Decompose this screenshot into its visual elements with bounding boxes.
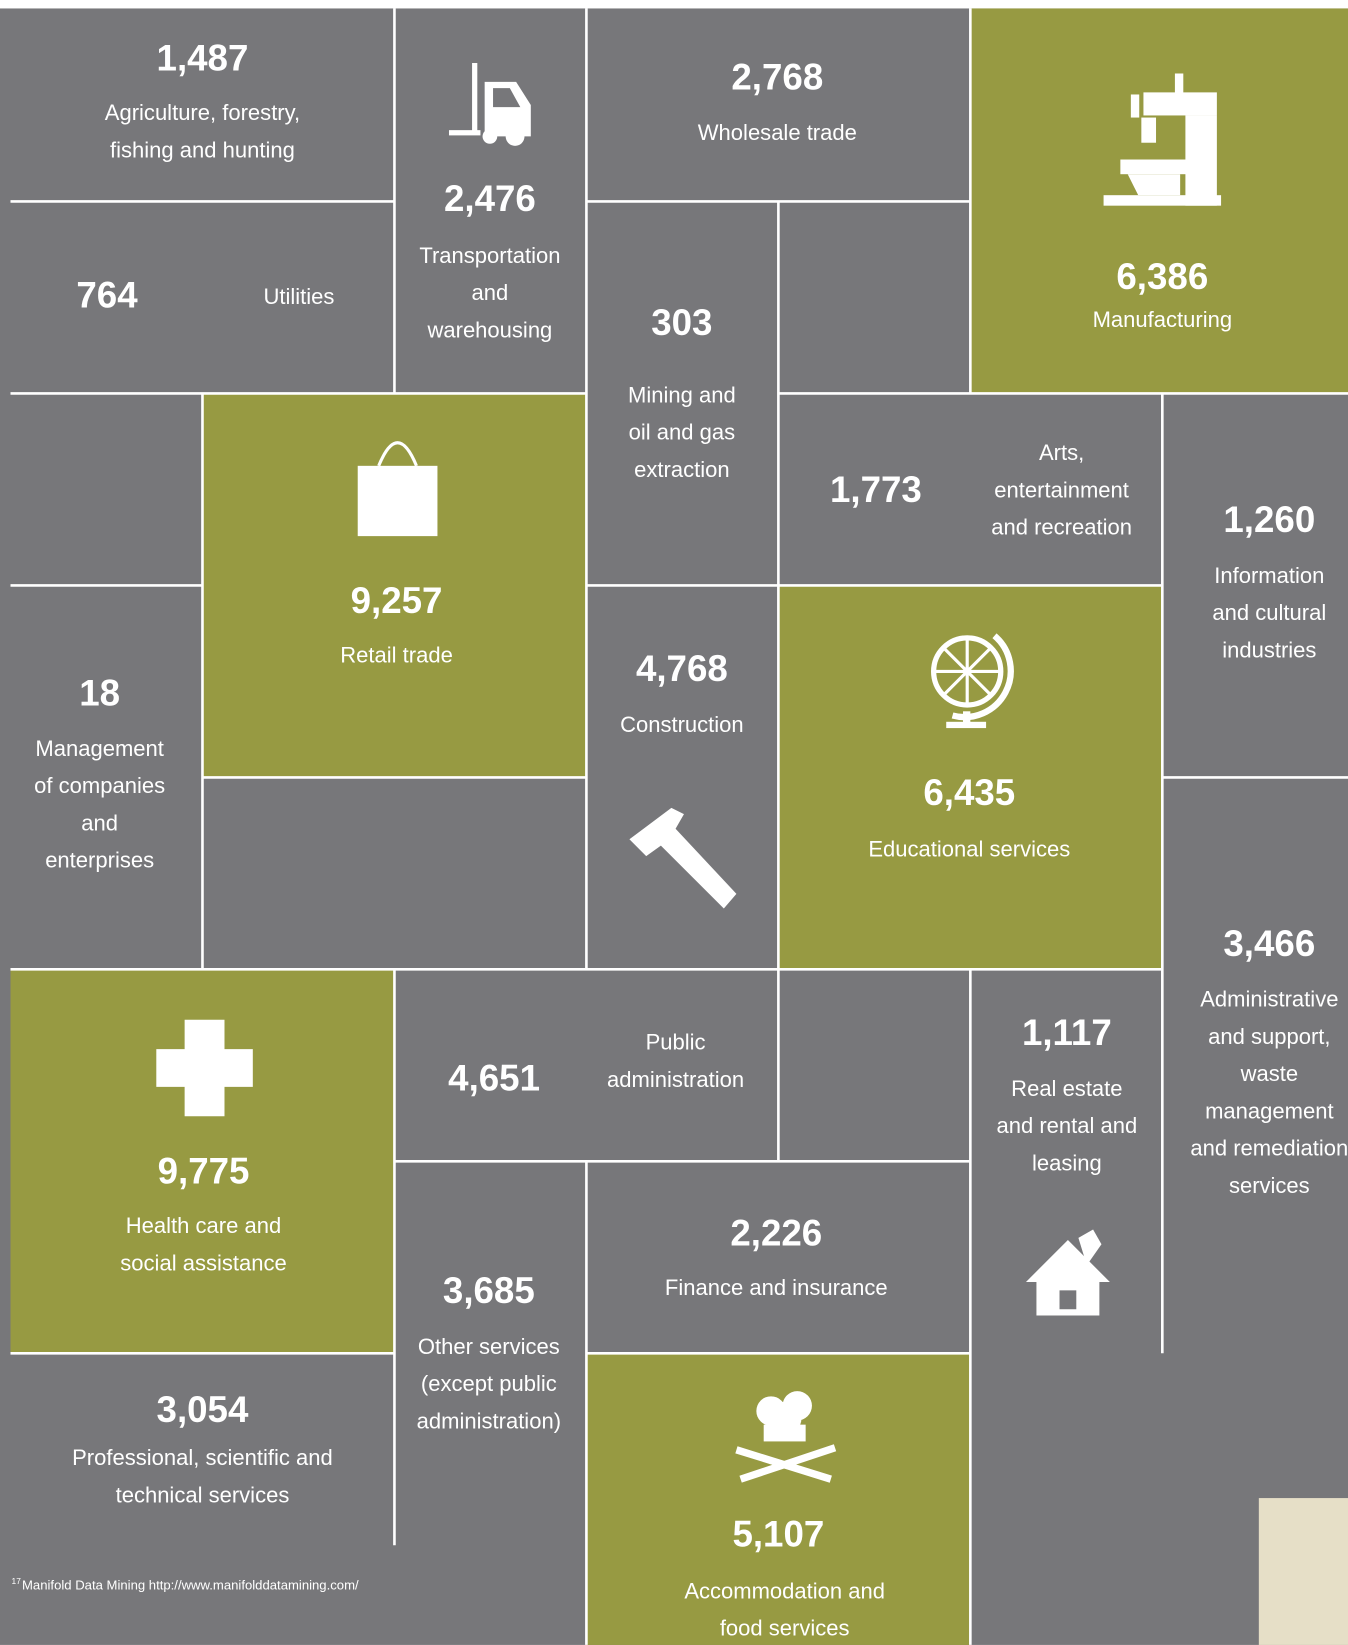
- tile-value: 2,226: [730, 1213, 822, 1254]
- tile-label: and rental and: [996, 1113, 1137, 1138]
- tile-label: Arts,: [1039, 440, 1084, 465]
- tile-label: services: [1229, 1173, 1310, 1198]
- tile-label: (except public: [421, 1371, 557, 1396]
- tile-value: 5,107: [732, 1514, 824, 1555]
- tile-value: 9,257: [351, 580, 443, 621]
- tile-label: Accommodation and: [684, 1578, 885, 1603]
- tile-value: 764: [76, 275, 138, 316]
- tile-label: warehousing: [426, 317, 552, 342]
- tile-value: 303: [651, 302, 712, 343]
- tile-label: Manufacturing: [1093, 307, 1233, 332]
- tile-value: 6,386: [1116, 256, 1208, 297]
- tile-label: and: [81, 810, 118, 835]
- tile-label: Utilities: [263, 284, 334, 309]
- tile-label: Agriculture, forestry,: [105, 100, 300, 125]
- tile-value: 6,435: [923, 772, 1015, 813]
- tile-label: management: [1205, 1098, 1334, 1123]
- tile-label: industries: [1222, 637, 1316, 662]
- tile-label: and remediation: [1190, 1136, 1348, 1161]
- tile-label: Educational services: [868, 837, 1070, 862]
- tile-label: and cultural: [1212, 600, 1326, 625]
- tile-value: 3,685: [443, 1270, 535, 1311]
- tile-label: and: [472, 280, 509, 305]
- tile-label: Management: [35, 736, 164, 761]
- tile-value: 1,117: [1022, 1012, 1112, 1053]
- highlight-tiles: [10, 8, 1348, 1645]
- tile-label: Retail trade: [340, 643, 453, 668]
- tile-value: 1,487: [157, 38, 249, 79]
- tile-label: Construction: [620, 712, 744, 737]
- tile-label: of companies: [34, 773, 165, 798]
- footnote-text: Manifold Data Mining http://www.manifold…: [22, 1578, 359, 1593]
- tile-label: entertainment: [994, 477, 1129, 502]
- tile-value: 4,651: [448, 1057, 540, 1098]
- icons: [156, 63, 1222, 1483]
- tile-label: food services: [720, 1616, 850, 1641]
- tile-label: Other services: [418, 1334, 560, 1359]
- tile-label: Public: [646, 1030, 706, 1055]
- tile-label: Real estate: [1011, 1076, 1122, 1101]
- tile-label: Health care and: [126, 1213, 281, 1238]
- tile-value: 9,775: [158, 1151, 250, 1192]
- tile-label: social assistance: [120, 1250, 286, 1275]
- tile-value: 3,054: [157, 1389, 249, 1430]
- tile-value: 2,476: [444, 178, 536, 219]
- tile-label: administration): [417, 1408, 561, 1433]
- tile-label: Administrative: [1200, 987, 1338, 1012]
- tile-value: 3,466: [1223, 923, 1315, 964]
- tile-label: Wholesale trade: [698, 120, 857, 145]
- tile-label: and recreation: [991, 515, 1132, 540]
- tile-value: 1,260: [1223, 499, 1315, 540]
- tile-label: waste: [1240, 1061, 1299, 1086]
- tile-label: Transportation: [419, 243, 560, 268]
- tile-label: leasing: [1032, 1150, 1102, 1175]
- tile-label: administration: [607, 1067, 744, 1092]
- tile-label: Finance and insurance: [665, 1275, 888, 1300]
- tile-label: fishing and hunting: [110, 137, 295, 162]
- corner-block: [1258, 1498, 1348, 1645]
- tile-label: Information: [1214, 563, 1324, 588]
- tile-label: Professional, scientific and: [72, 1445, 333, 1470]
- tile-value: 2,768: [731, 56, 823, 97]
- grid-lines: [10, 8, 1348, 1645]
- tile-value: 18: [79, 672, 120, 713]
- tile-label: technical services: [116, 1482, 290, 1507]
- tile-label: enterprises: [45, 848, 154, 873]
- tile-label: and support,: [1208, 1024, 1330, 1049]
- footnote-number: 17: [12, 1576, 22, 1586]
- tile-label: extraction: [634, 457, 729, 482]
- tile-label: Mining and: [628, 382, 736, 407]
- tile-value: 4,768: [636, 648, 728, 689]
- tile-value: 1,773: [830, 469, 922, 510]
- tile-label: oil and gas: [629, 420, 736, 445]
